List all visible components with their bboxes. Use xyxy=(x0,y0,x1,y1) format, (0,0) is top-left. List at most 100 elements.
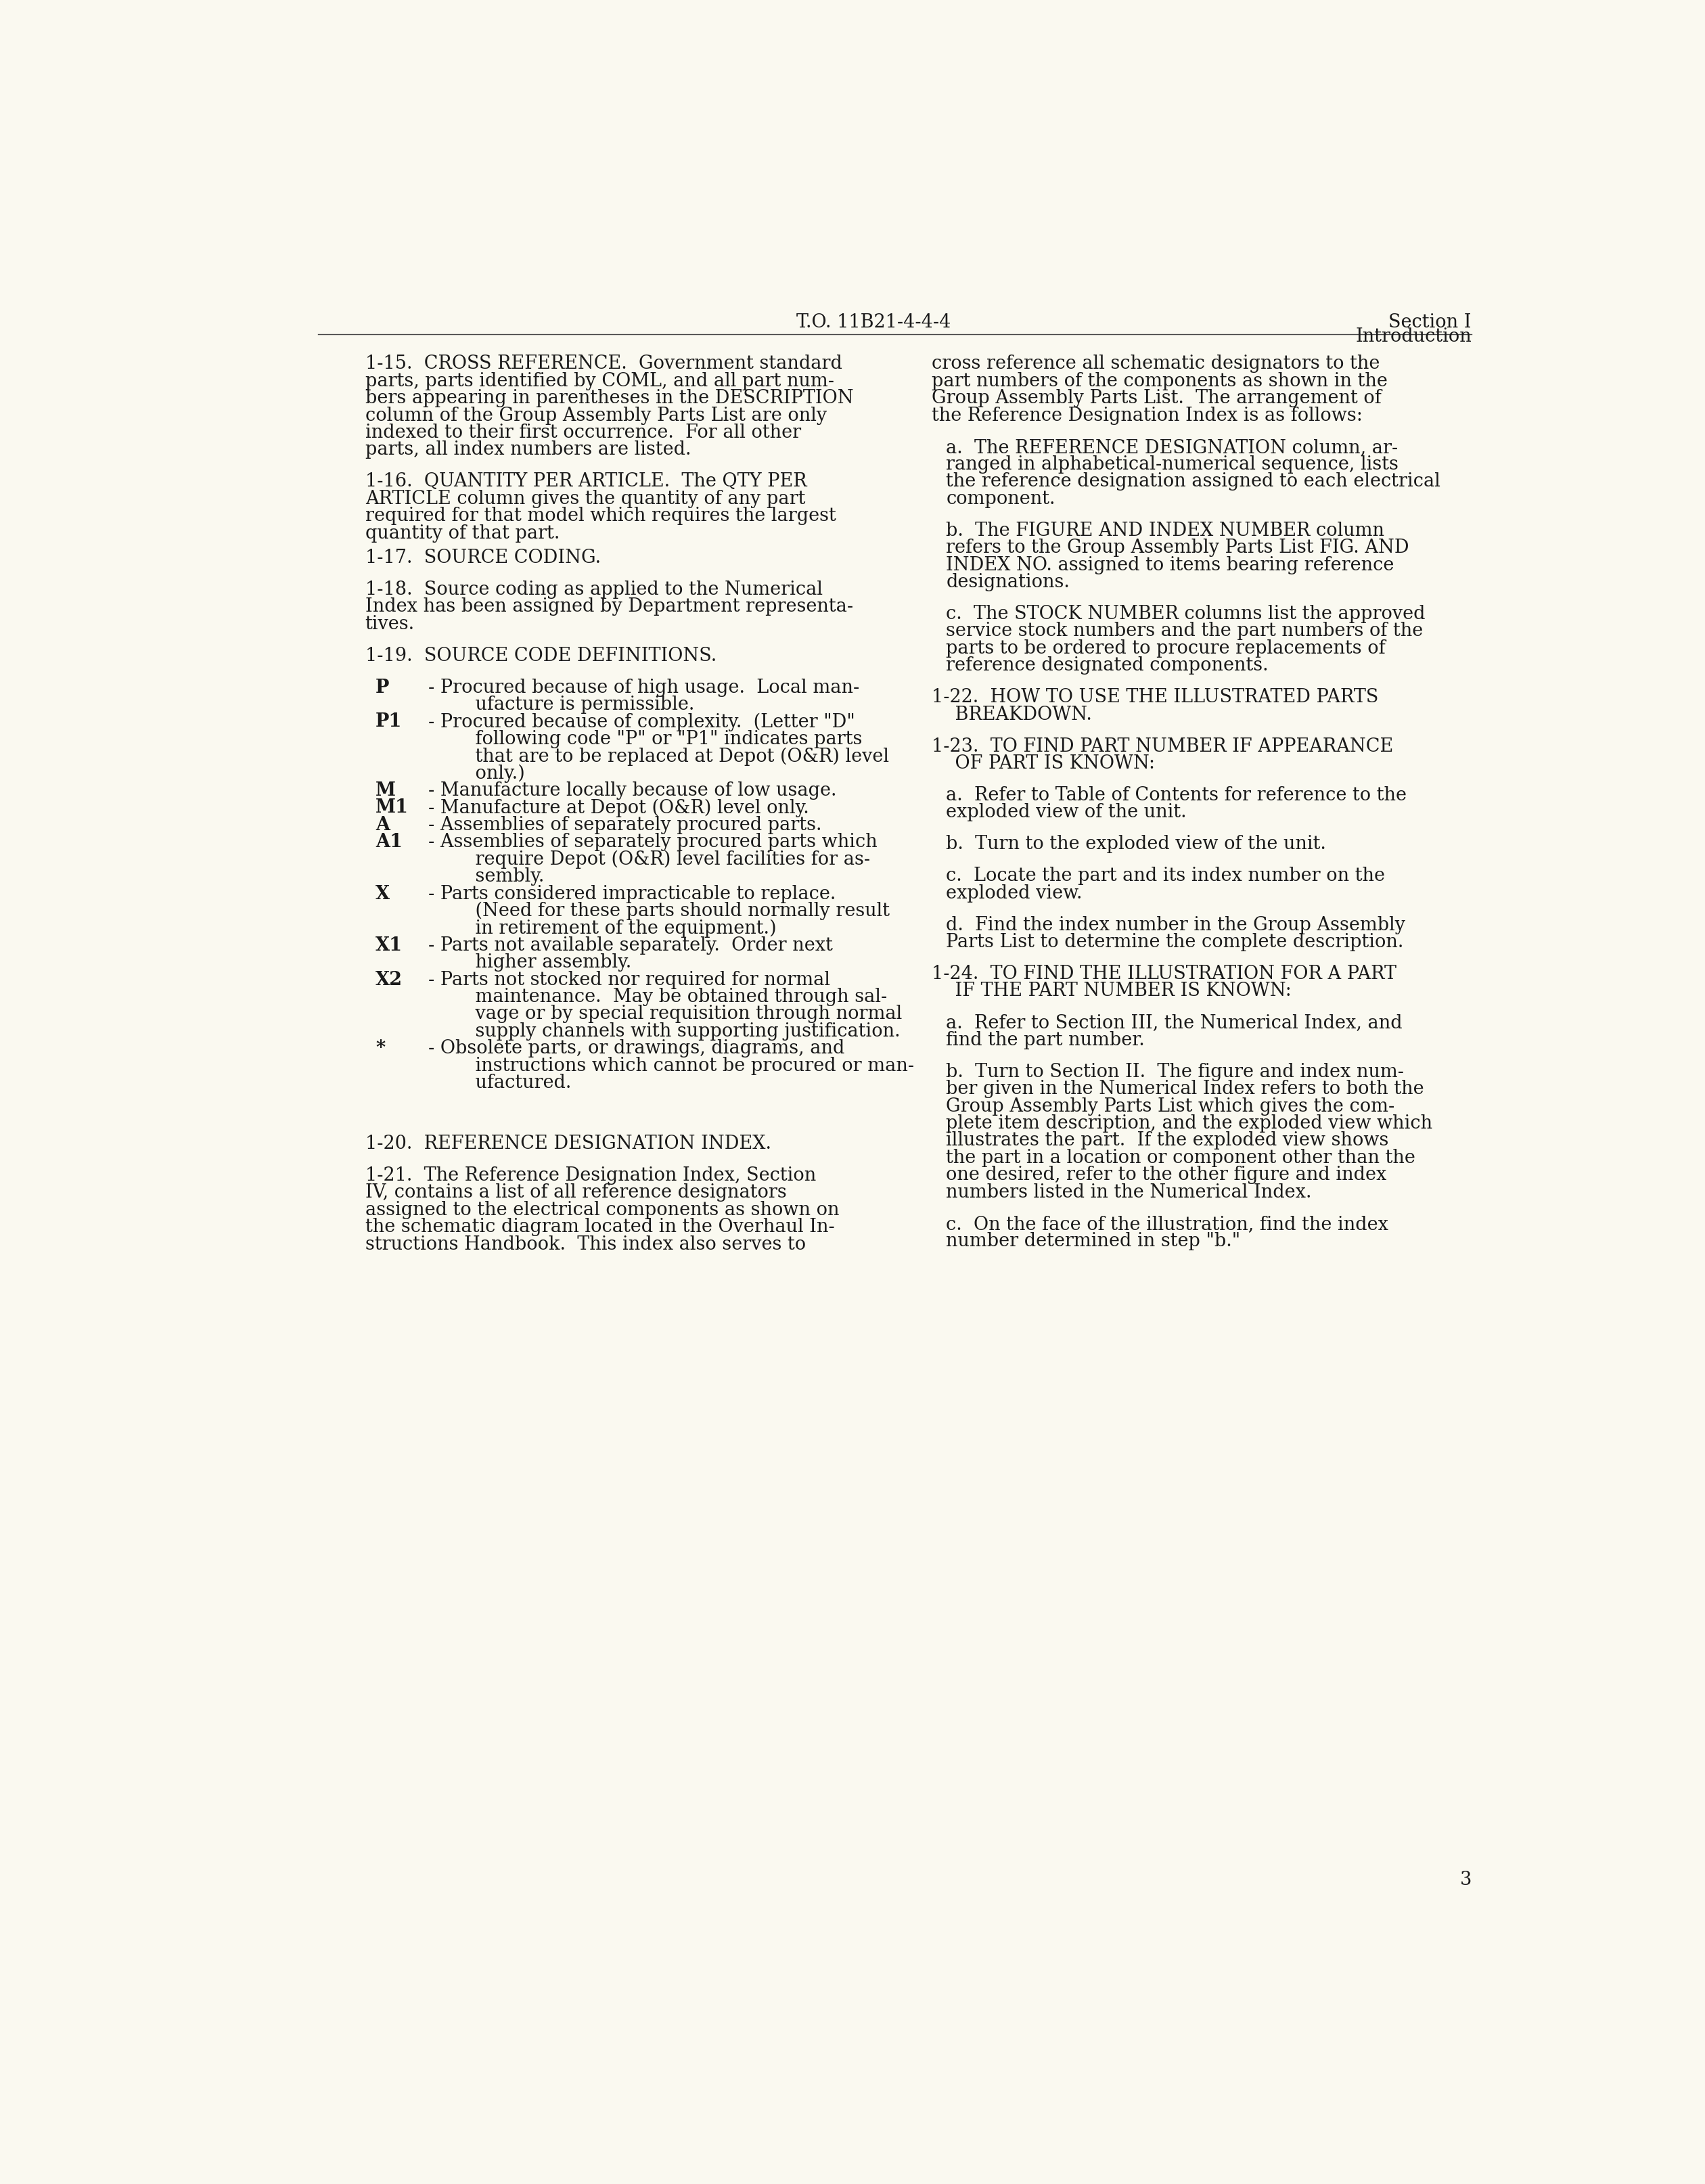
Text: Index has been assigned by Department representa-: Index has been assigned by Department re… xyxy=(365,598,852,616)
Text: one desired, refer to the other figure and index: one desired, refer to the other figure a… xyxy=(946,1166,1386,1184)
Text: numbers listed in the Numerical Index.: numbers listed in the Numerical Index. xyxy=(946,1184,1311,1201)
Text: reference designated components.: reference designated components. xyxy=(946,657,1269,675)
Text: d.  Find the index number in the Group Assembly: d. Find the index number in the Group As… xyxy=(946,915,1405,935)
Text: c.  The STOCK NUMBER columns list the approved: c. The STOCK NUMBER columns list the app… xyxy=(946,605,1425,622)
Text: plete item description, and the exploded view which: plete item description, and the exploded… xyxy=(946,1114,1432,1133)
Text: the schematic diagram located in the Overhaul In-: the schematic diagram located in the Ove… xyxy=(365,1219,834,1236)
Text: a.  Refer to Section III, the Numerical Index, and: a. Refer to Section III, the Numerical I… xyxy=(946,1013,1403,1033)
Text: a.  The REFERENCE DESIGNATION column, ar-: a. The REFERENCE DESIGNATION column, ar- xyxy=(946,439,1398,456)
Text: ber given in the Numerical Index refers to both the: ber given in the Numerical Index refers … xyxy=(946,1081,1424,1099)
Text: - Procured because of complexity.  (Letter "D": - Procured because of complexity. (Lette… xyxy=(428,712,854,732)
Text: 1-24.  TO FIND THE ILLUSTRATION FOR A PART: 1-24. TO FIND THE ILLUSTRATION FOR A PAR… xyxy=(931,965,1396,983)
Text: parts, parts identified by COML, and all part num-: parts, parts identified by COML, and all… xyxy=(365,371,834,391)
Text: b.  Turn to Section II.  The figure and index num-: b. Turn to Section II. The figure and in… xyxy=(946,1064,1405,1081)
Text: c.  On the face of the illustration, find the index: c. On the face of the illustration, find… xyxy=(946,1214,1388,1234)
Text: ufacture is permissible.: ufacture is permissible. xyxy=(452,695,694,714)
Text: indexed to their first occurrence.  For all other: indexed to their first occurrence. For a… xyxy=(365,424,801,441)
Text: ranged in alphabetical-numerical sequence, lists: ranged in alphabetical-numerical sequenc… xyxy=(946,454,1398,474)
Text: column of the Group Assembly Parts List are only: column of the Group Assembly Parts List … xyxy=(365,406,827,424)
Text: 1-15.  CROSS REFERENCE.  Government standard: 1-15. CROSS REFERENCE. Government standa… xyxy=(365,354,842,373)
Text: instructions which cannot be procured or man-: instructions which cannot be procured or… xyxy=(452,1057,914,1075)
Text: 1-18.  Source coding as applied to the Numerical: 1-18. Source coding as applied to the Nu… xyxy=(365,581,822,598)
Text: b.  The FIGURE AND INDEX NUMBER column: b. The FIGURE AND INDEX NUMBER column xyxy=(946,522,1384,539)
Text: cross reference all schematic designators to the: cross reference all schematic designator… xyxy=(931,354,1379,373)
Text: 1-17.  SOURCE CODING.: 1-17. SOURCE CODING. xyxy=(365,548,600,568)
Text: a.  Refer to Table of Contents for reference to the: a. Refer to Table of Contents for refere… xyxy=(946,786,1407,804)
Text: (Need for these parts should normally result: (Need for these parts should normally re… xyxy=(452,902,890,919)
Text: parts to be ordered to procure replacements of: parts to be ordered to procure replaceme… xyxy=(946,640,1386,657)
Text: - Manufacture at Depot (O&R) level only.: - Manufacture at Depot (O&R) level only. xyxy=(428,799,808,817)
Text: maintenance.  May be obtained through sal-: maintenance. May be obtained through sal… xyxy=(452,987,887,1007)
Text: vage or by special requisition through normal: vage or by special requisition through n… xyxy=(452,1005,902,1024)
Text: ARTICLE column gives the quantity of any part: ARTICLE column gives the quantity of any… xyxy=(365,489,805,509)
Text: INDEX NO. assigned to items bearing reference: INDEX NO. assigned to items bearing refe… xyxy=(946,557,1395,574)
Text: higher assembly.: higher assembly. xyxy=(452,954,631,972)
Text: bers appearing in parentheses in the DESCRIPTION: bers appearing in parentheses in the DES… xyxy=(365,389,854,408)
Text: Group Assembly Parts List which gives the com-: Group Assembly Parts List which gives th… xyxy=(946,1096,1395,1116)
Text: required for that model which requires the largest: required for that model which requires t… xyxy=(365,507,835,524)
Text: following code "P" or "P1" indicates parts: following code "P" or "P1" indicates par… xyxy=(452,729,863,749)
Text: find the part number.: find the part number. xyxy=(946,1031,1146,1048)
Text: IF THE PART NUMBER IS KNOWN:: IF THE PART NUMBER IS KNOWN: xyxy=(931,983,1291,1000)
Text: require Depot (O&R) level facilities for as-: require Depot (O&R) level facilities for… xyxy=(452,850,870,869)
Text: - Obsolete parts, or drawings, diagrams, and: - Obsolete parts, or drawings, diagrams,… xyxy=(428,1040,844,1057)
Text: exploded view of the unit.: exploded view of the unit. xyxy=(946,804,1187,821)
Text: 1-19.  SOURCE CODE DEFINITIONS.: 1-19. SOURCE CODE DEFINITIONS. xyxy=(365,646,716,664)
Text: assigned to the electrical components as shown on: assigned to the electrical components as… xyxy=(365,1201,839,1219)
Text: refers to the Group Assembly Parts List FIG. AND: refers to the Group Assembly Parts List … xyxy=(946,539,1410,557)
Text: b.  Turn to the exploded view of the unit.: b. Turn to the exploded view of the unit… xyxy=(946,834,1326,854)
Text: - Procured because of high usage.  Local man-: - Procured because of high usage. Local … xyxy=(428,679,859,697)
Text: structions Handbook.  This index also serves to: structions Handbook. This index also ser… xyxy=(365,1236,806,1254)
Text: - Parts not stocked nor required for normal: - Parts not stocked nor required for nor… xyxy=(428,970,830,989)
Text: *: * xyxy=(375,1040,385,1057)
Text: illustrates the part.  If the exploded view shows: illustrates the part. If the exploded vi… xyxy=(946,1131,1390,1149)
Text: quantity of that part.: quantity of that part. xyxy=(365,524,559,542)
Text: ufactured.: ufactured. xyxy=(452,1075,571,1092)
Text: that are to be replaced at Depot (O&R) level: that are to be replaced at Depot (O&R) l… xyxy=(452,747,888,767)
Text: sembly.: sembly. xyxy=(452,867,544,887)
Text: - Parts not available separately.  Order next: - Parts not available separately. Order … xyxy=(428,937,832,954)
Text: service stock numbers and the part numbers of the: service stock numbers and the part numbe… xyxy=(946,622,1424,640)
Text: Parts List to determine the complete description.: Parts List to determine the complete des… xyxy=(946,933,1403,952)
Text: Introduction: Introduction xyxy=(1355,328,1471,345)
Text: Section I: Section I xyxy=(1388,312,1471,332)
Text: IV, contains a list of all reference designators: IV, contains a list of all reference des… xyxy=(365,1184,786,1201)
Text: 1-20.  REFERENCE DESIGNATION INDEX.: 1-20. REFERENCE DESIGNATION INDEX. xyxy=(365,1136,771,1153)
Text: part numbers of the components as shown in the: part numbers of the components as shown … xyxy=(931,371,1388,391)
Text: M: M xyxy=(375,782,396,799)
Text: - Manufacture locally because of low usage.: - Manufacture locally because of low usa… xyxy=(428,782,837,799)
Text: OF PART IS KNOWN:: OF PART IS KNOWN: xyxy=(931,753,1154,773)
Text: 3: 3 xyxy=(1459,1872,1471,1889)
Text: component.: component. xyxy=(946,489,1055,509)
Text: in retirement of the equipment.): in retirement of the equipment.) xyxy=(452,919,776,937)
Text: parts, all index numbers are listed.: parts, all index numbers are listed. xyxy=(365,441,691,459)
Text: 1-16.  QUANTITY PER ARTICLE.  The QTY PER: 1-16. QUANTITY PER ARTICLE. The QTY PER xyxy=(365,472,806,491)
Text: A: A xyxy=(375,817,390,834)
Text: 1-22.  HOW TO USE THE ILLUSTRATED PARTS: 1-22. HOW TO USE THE ILLUSTRATED PARTS xyxy=(931,688,1378,705)
Text: P1: P1 xyxy=(375,712,402,732)
Text: P: P xyxy=(375,679,389,697)
Text: X2: X2 xyxy=(375,970,402,989)
Text: designations.: designations. xyxy=(946,572,1071,592)
Text: 1-23.  TO FIND PART NUMBER IF APPEARANCE: 1-23. TO FIND PART NUMBER IF APPEARANCE xyxy=(931,738,1393,756)
Text: the part in a location or component other than the: the part in a location or component othe… xyxy=(946,1149,1415,1166)
Text: Group Assembly Parts List.  The arrangement of: Group Assembly Parts List. The arrangeme… xyxy=(931,389,1381,408)
Text: the Reference Designation Index is as follows:: the Reference Designation Index is as fo… xyxy=(931,406,1362,424)
Text: the reference designation assigned to each electrical: the reference designation assigned to ea… xyxy=(946,472,1441,491)
Text: c.  Locate the part and its index number on the: c. Locate the part and its index number … xyxy=(946,867,1384,885)
Text: A1: A1 xyxy=(375,832,402,852)
Text: number determined in step "b.": number determined in step "b." xyxy=(946,1232,1241,1251)
Text: - Parts considered impracticable to replace.: - Parts considered impracticable to repl… xyxy=(428,885,835,902)
Text: tives.: tives. xyxy=(365,614,414,633)
Text: exploded view.: exploded view. xyxy=(946,885,1083,902)
Text: only.): only.) xyxy=(452,764,525,782)
Text: - Assemblies of separately procured parts which: - Assemblies of separately procured part… xyxy=(428,832,876,852)
Text: - Assemblies of separately procured parts.: - Assemblies of separately procured part… xyxy=(428,817,822,834)
Text: M1: M1 xyxy=(375,799,409,817)
Text: 1-21.  The Reference Designation Index, Section: 1-21. The Reference Designation Index, S… xyxy=(365,1166,817,1184)
Text: supply channels with supporting justification.: supply channels with supporting justific… xyxy=(452,1022,900,1040)
Text: T.O. 11B21-4-4-4: T.O. 11B21-4-4-4 xyxy=(796,312,951,332)
Text: X1: X1 xyxy=(375,937,402,954)
Text: X: X xyxy=(375,885,390,902)
Text: BREAKDOWN.: BREAKDOWN. xyxy=(931,705,1091,723)
